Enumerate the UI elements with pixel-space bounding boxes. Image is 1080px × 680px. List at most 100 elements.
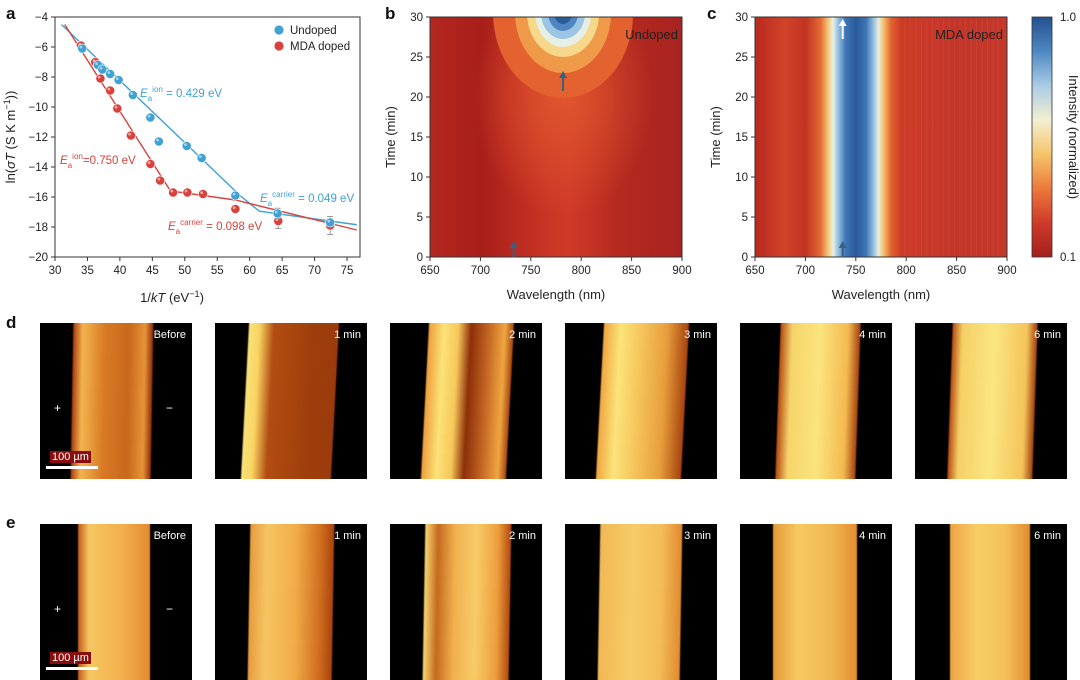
data-point-highlight xyxy=(157,177,161,181)
image-frame: Before + − 100 µm xyxy=(40,323,192,479)
data-point xyxy=(153,136,164,147)
image-frame: 2 min xyxy=(390,524,542,680)
y-tick-label: 20 xyxy=(410,92,423,104)
y-tick-label: 0 xyxy=(742,252,748,264)
data-point xyxy=(145,159,156,169)
panel-b-letter: b xyxy=(385,4,396,23)
y-tick-label: 30 xyxy=(735,12,748,24)
data-point xyxy=(182,187,193,198)
data-point xyxy=(113,75,124,85)
data-point-highlight xyxy=(99,66,103,70)
x-tick-label: 650 xyxy=(745,265,764,277)
y-tick-label: −4 xyxy=(35,12,49,24)
data-point-highlight xyxy=(327,219,331,223)
data-point-highlight xyxy=(156,138,159,142)
image-frame: 1 min xyxy=(215,524,367,680)
data-point xyxy=(325,217,336,228)
panel-c-letter: c xyxy=(707,4,717,23)
x-tick-label: 65 xyxy=(276,265,289,277)
data-point xyxy=(95,73,106,84)
y-axis-label: Time (min) xyxy=(708,106,723,168)
data-point-highlight xyxy=(114,105,118,109)
data-point-highlight xyxy=(79,45,83,49)
colorbar-min-label: 0.1 xyxy=(1060,252,1076,264)
image-frame: Before + − 100 µm xyxy=(40,524,192,680)
scale-bar xyxy=(46,466,98,469)
legend-label: MDA doped xyxy=(290,41,350,53)
y-axis-label-part: ln( xyxy=(3,168,18,183)
x-axis-label: Wavelength (nm) xyxy=(507,287,606,302)
image-frame: 4 min xyxy=(740,323,892,479)
film-strip xyxy=(774,323,862,479)
y-tick-label: 15 xyxy=(410,132,423,144)
frame-time-label: Before xyxy=(153,329,186,341)
y-tick-label: −16 xyxy=(28,192,48,204)
arrow-head xyxy=(838,19,847,26)
y-tick-label: 15 xyxy=(735,132,748,144)
y-axis-label-part: −1 xyxy=(2,99,12,109)
y-tick-label: −10 xyxy=(28,102,48,114)
data-point xyxy=(181,141,192,151)
x-tick-label: 900 xyxy=(997,265,1016,277)
x-axis-label-part: 1/ xyxy=(140,290,151,305)
x-tick-label: 700 xyxy=(796,265,815,277)
panel-d-letter: d xyxy=(6,313,17,332)
data-point-highlight xyxy=(274,210,278,214)
activation-energy-annotation-part: = 0.049 eV xyxy=(295,193,354,205)
y-axis-label: Time (min) xyxy=(383,106,398,168)
undoped-heatmap-chart: 650 700 750 800 850 900 0 5 10 15 20 25 30 Wavelength… xyxy=(383,12,692,302)
panel-e-letter: e xyxy=(6,513,16,532)
data-point-highlight xyxy=(147,161,151,165)
activation-energy-annotation-part: carrier xyxy=(272,190,295,199)
heatmap-background xyxy=(755,17,1007,257)
positive-electrode-label: + xyxy=(54,401,62,415)
activation-energy-annotation-part: = 0.098 eV xyxy=(203,221,262,233)
activation-energy-annotation-part: E xyxy=(260,193,268,205)
y-tick-label: −20 xyxy=(28,252,48,264)
data-point xyxy=(168,187,179,198)
data-point xyxy=(126,130,136,141)
frame-time-label: 3 min xyxy=(684,530,711,542)
arrow-head xyxy=(509,241,518,248)
intensity-colorbar: 1.0 0.1 Intensity (normalized) xyxy=(1031,12,1080,264)
y-tick-label: 5 xyxy=(417,212,423,224)
x-tick-label: 35 xyxy=(81,265,94,277)
y-tick-label: 0 xyxy=(417,252,423,264)
x-tick-label: 800 xyxy=(897,265,916,277)
data-point xyxy=(230,190,241,201)
image-frame: 1 min xyxy=(215,323,367,479)
image-frame: 3 min xyxy=(565,524,717,680)
x-tick-label: 750 xyxy=(846,265,865,277)
y-tick-label: −12 xyxy=(28,132,48,144)
y-tick-label: 30 xyxy=(410,12,423,24)
y-tick-label: 20 xyxy=(735,92,748,104)
x-axis-label-part: ) xyxy=(200,290,204,305)
film-strip xyxy=(247,524,335,680)
data-point xyxy=(230,204,241,214)
film-strip xyxy=(422,524,512,680)
data-point-highlight xyxy=(128,132,132,136)
x-tick-label: 70 xyxy=(308,265,321,277)
heatmap-title: Undoped xyxy=(625,27,678,42)
data-point-highlight xyxy=(97,75,101,79)
x-axis-label-part: (eV xyxy=(165,290,189,305)
y-tick-label: −18 xyxy=(28,222,48,234)
negative-electrode-label: − xyxy=(166,602,174,616)
activation-energy-annotation-part: ion xyxy=(152,85,163,94)
y-axis-label-part: )) xyxy=(3,91,18,100)
data-point xyxy=(145,112,156,123)
x-tick-label: 700 xyxy=(471,265,490,277)
heatmap-image xyxy=(755,17,1007,257)
y-tick-label: 5 xyxy=(742,212,748,224)
panel-a-letter: a xyxy=(6,4,16,23)
activation-energy-annotation: Eaion = 0.429 eV xyxy=(140,85,222,103)
y-tick-label: 25 xyxy=(735,52,748,64)
film-strip xyxy=(420,323,515,479)
data-point-highlight xyxy=(232,192,236,196)
film-strip xyxy=(597,524,683,680)
y-tick-label: 10 xyxy=(410,172,423,184)
data-point-highlight xyxy=(147,114,151,118)
y-axis-label-part: σT xyxy=(3,152,18,169)
colorbar-label: Intensity (normalized) xyxy=(1066,75,1080,199)
arrow-head xyxy=(838,241,847,248)
